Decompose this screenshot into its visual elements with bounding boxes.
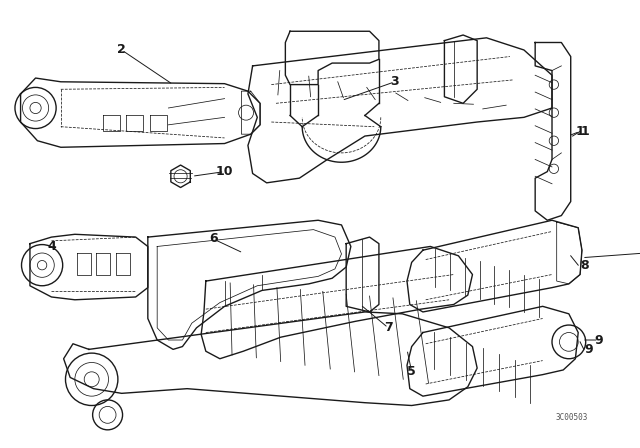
Text: 9: 9 xyxy=(585,343,593,356)
Text: 5: 5 xyxy=(407,365,416,378)
Text: 3: 3 xyxy=(390,75,399,88)
Text: 3C00503: 3C00503 xyxy=(555,414,588,422)
Text: 7: 7 xyxy=(384,321,393,334)
Text: 10: 10 xyxy=(216,165,234,178)
Text: 2: 2 xyxy=(117,43,126,56)
Text: 1: 1 xyxy=(576,125,584,138)
Text: 6: 6 xyxy=(209,233,218,246)
Text: 1: 1 xyxy=(580,125,589,138)
Text: 8: 8 xyxy=(580,258,589,271)
Text: 4: 4 xyxy=(47,240,56,253)
Text: 9: 9 xyxy=(595,333,603,346)
